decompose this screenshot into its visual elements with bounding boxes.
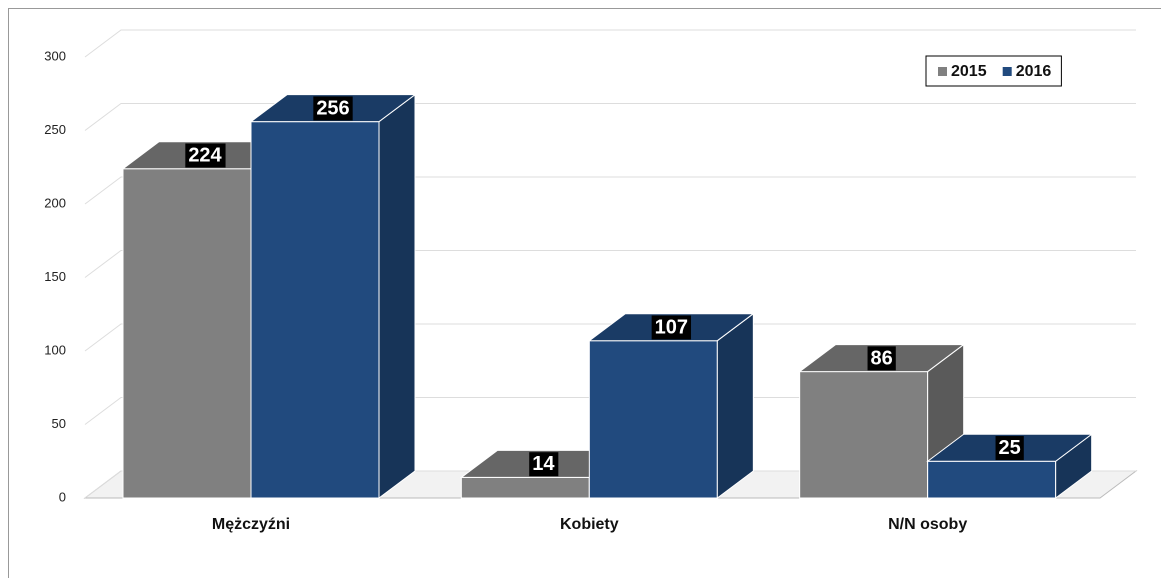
legend-label: 2016	[1016, 63, 1052, 80]
bar	[588, 340, 718, 499]
value-label: 256	[316, 97, 349, 119]
y-tick-label: 200	[44, 195, 66, 210]
value-label-bg	[313, 96, 353, 121]
value-label: 224	[188, 145, 222, 167]
legend-label: 2015	[951, 63, 987, 80]
x-tick-label: N/N osoby	[888, 516, 967, 533]
bar	[799, 371, 929, 499]
y-tick-label: 150	[44, 269, 66, 284]
grid-line	[84, 176, 1136, 205]
grid-line	[84, 103, 1136, 131]
value-label: 25	[999, 437, 1021, 459]
y-tick-label: 100	[44, 342, 66, 357]
y-tick-label: 0	[59, 489, 66, 504]
value-label-bg	[185, 143, 226, 168]
value-label: 14	[532, 453, 555, 475]
bar	[122, 168, 252, 499]
x-tick-label: Kobiety	[560, 516, 619, 533]
grid-line	[84, 29, 1136, 58]
grid-line	[84, 470, 1136, 499]
bar	[927, 460, 1057, 499]
value-label-bg	[867, 346, 896, 371]
value-label-bg	[529, 452, 559, 477]
legend-swatch	[1002, 67, 1012, 76]
grid-line	[84, 323, 1136, 352]
bar	[460, 476, 590, 499]
value-label-bg	[651, 315, 692, 340]
value-label: 107	[655, 316, 688, 338]
y-tick-label: 300	[44, 48, 66, 63]
y-tick-label: 250	[44, 122, 66, 137]
value-label: 86	[871, 347, 893, 369]
bar-side	[378, 93, 416, 499]
grid-line	[84, 397, 1136, 425]
bar	[250, 121, 380, 499]
bar-side	[716, 312, 754, 499]
y-tick-label: 50	[52, 416, 66, 431]
x-tick-label: Mężczyźni	[212, 516, 290, 533]
value-label-bg	[995, 436, 1024, 461]
grid-line	[84, 250, 1136, 278]
legend-swatch	[938, 67, 947, 76]
legend	[925, 55, 1062, 87]
